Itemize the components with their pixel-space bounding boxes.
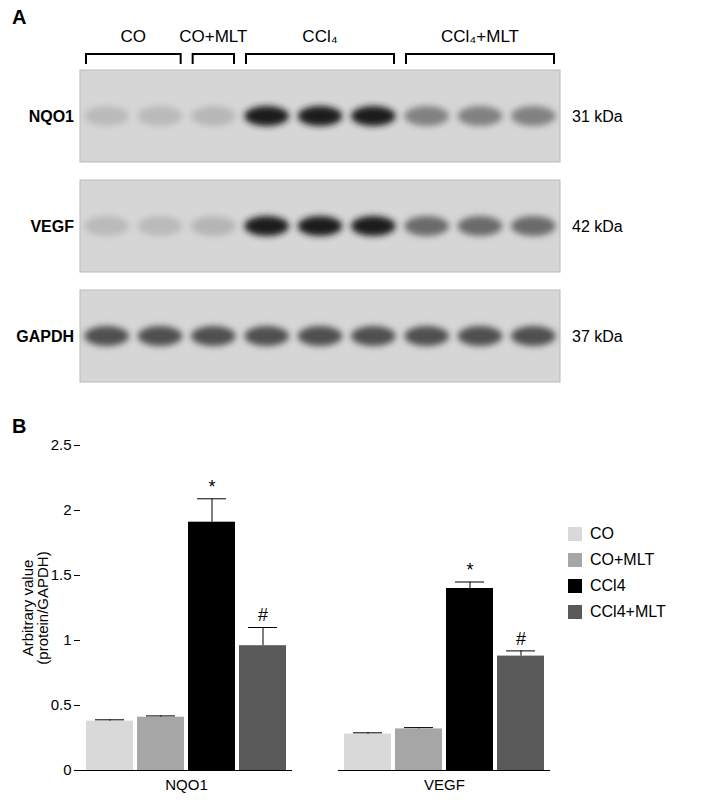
html-text:CCl4+MLT: CCl4+MLT [590, 603, 666, 620]
html-text:CO: CO [590, 525, 614, 542]
svg-text:0: 0 [63, 761, 71, 778]
svg-text:NQO1: NQO1 [29, 108, 74, 125]
svg-text:2: 2 [63, 501, 71, 518]
svg-text:CO: CO [121, 27, 147, 46]
svg-text:37 kDa: 37 kDa [572, 328, 623, 345]
svg-text:31 kDa: 31 kDa [572, 108, 623, 125]
svg-text:1.5: 1.5 [51, 566, 72, 583]
html-text:B: B [12, 415, 27, 437]
svg-text:*: * [466, 560, 473, 580]
svg-text:GAPDH: GAPDH [16, 328, 74, 345]
svg-text:VEGF: VEGF [424, 776, 465, 793]
svg-text:CO+MLT: CO+MLT [179, 27, 247, 46]
svg-text:*: * [208, 477, 215, 497]
svg-text:#: # [516, 629, 526, 649]
svg-text:0.5: 0.5 [51, 696, 72, 713]
html-text:CO+MLT: CO+MLT [590, 551, 655, 568]
svg-text:CCl₄+MLT: CCl₄+MLT [441, 27, 519, 46]
svg-text:A: A [12, 6, 26, 28]
svg-text:CCl₄: CCl₄ [302, 27, 337, 46]
svg-text:#: # [258, 605, 268, 625]
svg-text:NQO1: NQO1 [165, 776, 208, 793]
html-text:CCl4: CCl4 [590, 577, 626, 594]
svg-text:2.5: 2.5 [51, 436, 72, 453]
svg-text:42 kDa: 42 kDa [572, 218, 623, 235]
svg-text:VEGF: VEGF [30, 218, 74, 235]
svg-text:Arbitrary value(protein/GAPDH): Arbitrary value(protein/GAPDH) [19, 551, 51, 664]
svg-text:1: 1 [63, 631, 71, 648]
